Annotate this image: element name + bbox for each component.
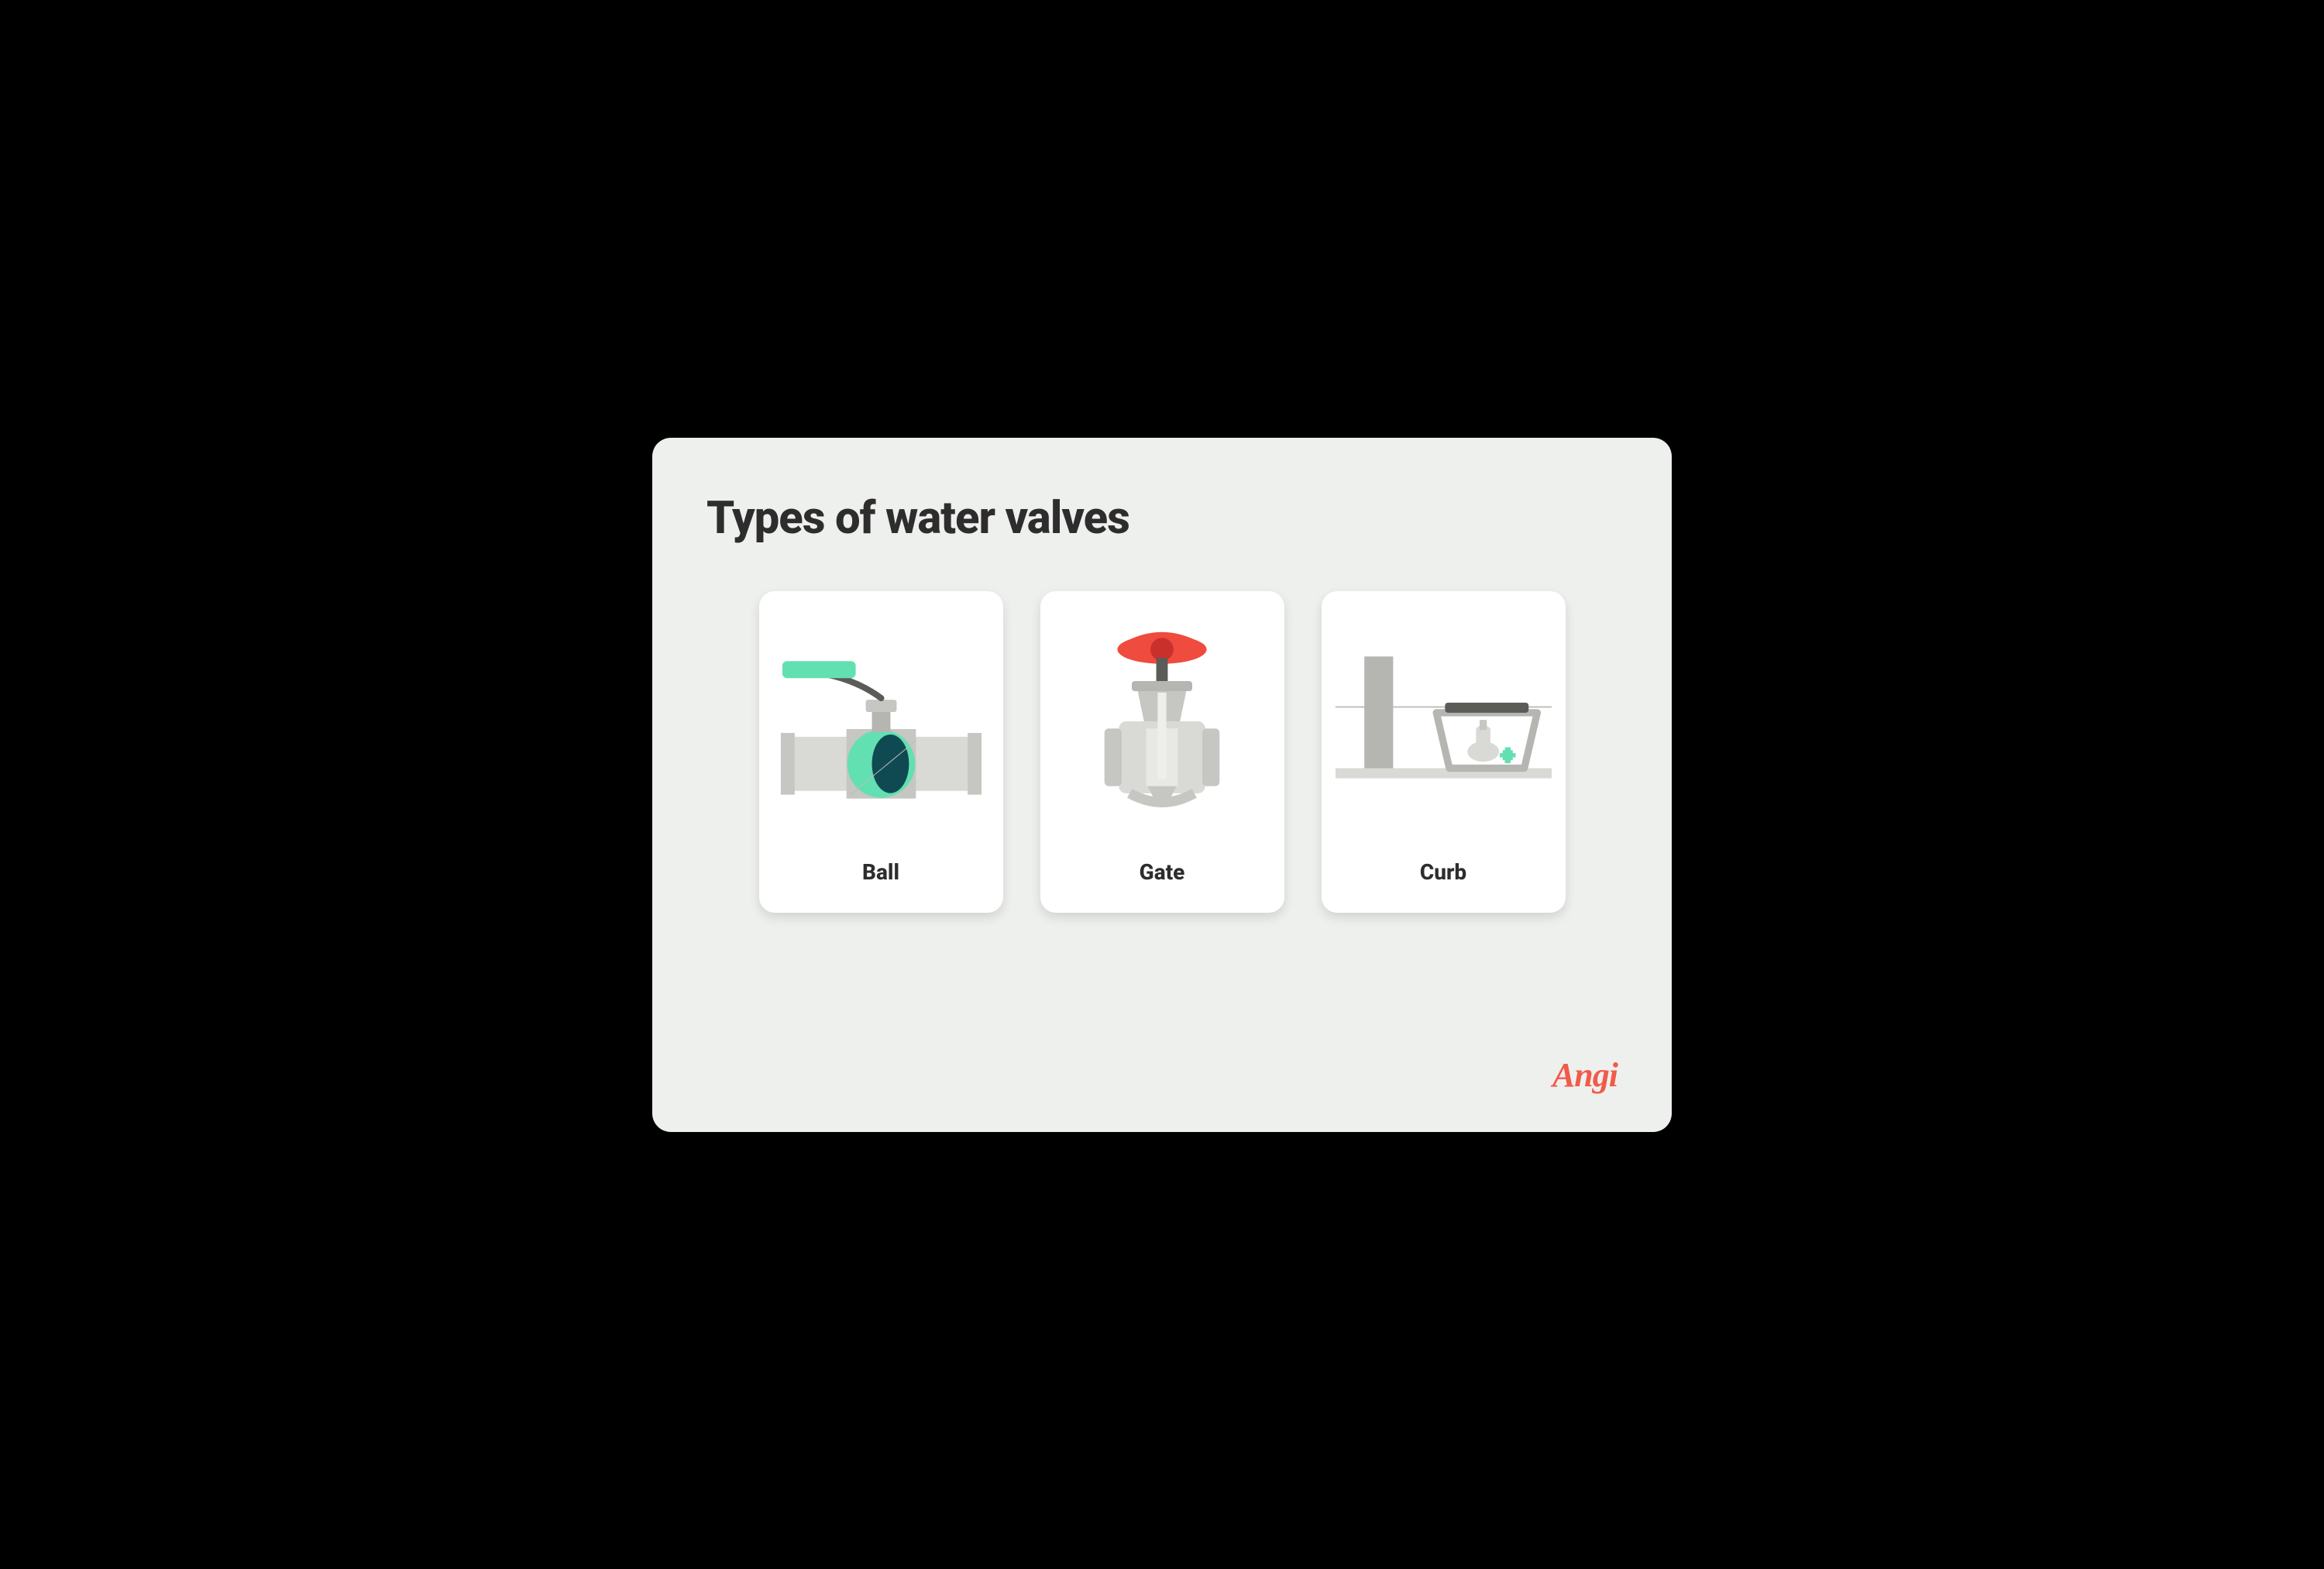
cards-row: Ball (706, 591, 1618, 913)
ball-valve-illustration (773, 613, 989, 830)
card-gate: Gate (1040, 591, 1284, 913)
curb-valve-illustration (1336, 613, 1552, 830)
ball-valve-icon (773, 621, 989, 822)
card-label-ball: Ball (862, 859, 899, 885)
gate-valve-illustration (1054, 613, 1270, 830)
card-ball: Ball (759, 591, 1003, 913)
curb-valve-icon (1336, 621, 1552, 822)
card-label-curb: Curb (1420, 859, 1466, 885)
gate-valve-icon (1061, 613, 1263, 830)
brand-logo: Angi (1552, 1055, 1618, 1095)
infographic-canvas: Types of water valves (652, 438, 1672, 1132)
page-title: Types of water valves (706, 492, 1618, 545)
card-curb: Curb (1322, 591, 1566, 913)
card-label-gate: Gate (1140, 859, 1185, 885)
